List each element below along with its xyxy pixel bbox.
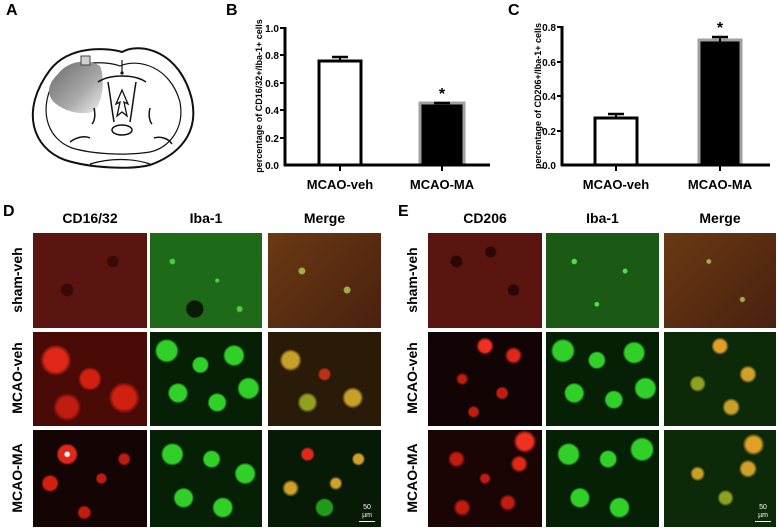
micrograph-e-mcaoma-cd206 xyxy=(428,430,542,527)
micrograph-d-shamveh-iba1 xyxy=(150,233,262,328)
scale-bar-d: 50 µm xyxy=(359,504,375,522)
scale-bar-d-label: 50 µm xyxy=(362,504,372,519)
chart-c-ylabel: percentage of CD206+/Iba-1+ cells xyxy=(533,23,543,169)
micrograph-d-shamveh-cd16-32 xyxy=(33,233,147,328)
svg-text:0.0: 0.0 xyxy=(542,161,556,172)
chart-c-xtick-ma: MCAO-MA xyxy=(688,177,753,192)
panel-e-col-cd206: CD206 xyxy=(463,210,507,226)
chart-c-yticks: 0.8 0.6 0.4 0.2 0.0 xyxy=(542,23,562,172)
micrograph-e-mcaoveh-iba1 xyxy=(546,332,659,426)
chart-b-right-part: * MCAO-MA xyxy=(390,86,490,192)
panel-d-row-mcao-veh: MCAO-veh xyxy=(9,342,25,414)
chart-c-cd206: percentage of CD206+/Iba-1+ cells 0.8 0.… xyxy=(533,20,770,192)
panel-label-a: A xyxy=(6,2,18,19)
micrograph-d-mcaoma-merge: 50 µm xyxy=(268,430,381,527)
panel-label-d: D xyxy=(3,203,15,220)
micrograph-e-mcaoma-merge: 50 µm xyxy=(664,430,776,527)
panel-d-row-mcao-ma: MCAO-MA xyxy=(9,443,25,513)
panel-d-col-cd16-32: CD16/32 xyxy=(62,210,118,226)
svg-text:0.4: 0.4 xyxy=(542,92,556,103)
micrograph-d-mcaoma-cd16-32 xyxy=(33,430,147,527)
micrograph-d-mcaoveh-cd16-32 xyxy=(33,332,147,426)
micrograph-e-shamveh-cd206 xyxy=(428,233,542,328)
panel-e-row-mcao-veh: MCAO-veh xyxy=(404,342,420,414)
chart-b-yticks: 1.0 0.8 0.6 0.4 0.2 0.0 xyxy=(265,24,285,172)
chart-b-bar-mcao-veh xyxy=(317,59,363,167)
micrograph-e-shamveh-merge xyxy=(664,233,776,328)
panel-d-row-sham-veh: sham-veh xyxy=(9,247,25,313)
chart-c-xtick-veh: MCAO-veh xyxy=(583,177,650,192)
chart-b-ylabel: percentage of CD16/32+/Iba-1+ cells xyxy=(254,19,264,173)
panel-e-col-merge: Merge xyxy=(699,210,741,226)
scale-bar-e-label: 50 µm xyxy=(758,504,768,519)
chart-b-xtick-ma: MCAO-MA xyxy=(410,177,475,192)
micrograph-d-mcaoveh-merge xyxy=(268,332,381,426)
micrograph-d-mcaoma-iba1 xyxy=(150,430,262,527)
panel-e-row-mcao-ma: MCAO-MA xyxy=(404,443,420,513)
panel-label-c: C xyxy=(508,2,520,19)
panel-e-row-sham-veh: sham-veh xyxy=(404,247,420,313)
micrograph-e-mcaoveh-merge xyxy=(664,332,776,426)
svg-text:0.6: 0.6 xyxy=(265,79,279,90)
chart-c-significance: * xyxy=(717,20,724,37)
panel-d-col-merge: Merge xyxy=(303,210,346,226)
scale-bar-e: 50 µm xyxy=(755,504,771,522)
svg-text:0.8: 0.8 xyxy=(265,51,279,62)
panel-label-b: B xyxy=(226,2,238,19)
svg-text:*: * xyxy=(439,86,446,103)
svg-text:1.0: 1.0 xyxy=(265,24,279,35)
roi-square xyxy=(80,55,91,66)
micrograph-d-shamveh-merge xyxy=(268,233,381,328)
micrograph-d-mcaoveh-iba1 xyxy=(150,332,262,426)
svg-text:0.2: 0.2 xyxy=(265,134,279,145)
svg-text:0.2: 0.2 xyxy=(542,127,556,138)
chart-b-xtick-veh: MCAO-veh xyxy=(307,177,374,192)
micrograph-e-shamveh-iba1 xyxy=(546,233,659,328)
micrograph-e-mcaoveh-cd206 xyxy=(428,332,542,426)
chart-c-bar-mcao-ma xyxy=(697,38,743,167)
infarct-region xyxy=(49,61,103,114)
panel-e-col-iba1: Iba-1 xyxy=(586,210,619,226)
panel-d-col-iba1: Iba-1 xyxy=(189,210,223,226)
micrograph-e-mcaoma-iba1 xyxy=(546,430,659,527)
svg-text:0.6: 0.6 xyxy=(542,58,556,69)
svg-text:0.8: 0.8 xyxy=(542,23,556,34)
svg-text:0.0: 0.0 xyxy=(265,161,279,172)
brain-coronal-section-diagram xyxy=(31,47,195,169)
chart-c-bar-mcao-veh xyxy=(593,116,639,167)
svg-text:0.4: 0.4 xyxy=(265,106,279,117)
panel-label-e: E xyxy=(398,203,409,220)
chart-b-cd16-32: percentage of CD16/32+/Iba-1+ cells 1.0 … xyxy=(254,19,390,192)
